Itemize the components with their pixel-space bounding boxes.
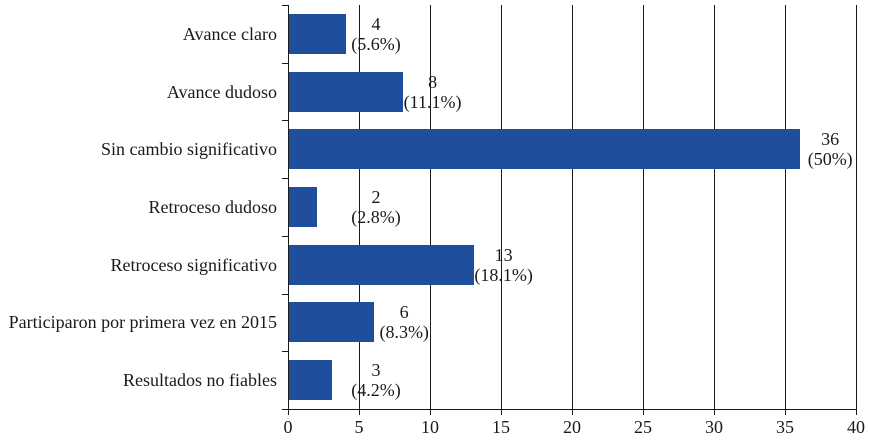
bar-count: 3 (371, 360, 381, 381)
y-tick (282, 178, 288, 180)
bar-count: 13 (494, 244, 513, 265)
bar-value-label: 2 (2.8%) (351, 187, 400, 227)
x-axis-line (282, 409, 856, 410)
bar (289, 71, 403, 112)
category-label: Participaron por primera vez en 2015 (8, 312, 277, 333)
gridline (572, 5, 573, 409)
category-label: Avance claro (182, 23, 277, 44)
bar-percent: (50%) (807, 149, 853, 170)
x-tick (856, 409, 857, 415)
gridline (359, 5, 360, 409)
gridline (714, 5, 715, 409)
bar (289, 244, 474, 285)
bar-percent: (4.2%) (351, 380, 401, 401)
gridline (856, 5, 857, 409)
bar (289, 360, 332, 401)
x-tick-label: 0 (283, 417, 293, 437)
x-tick (572, 409, 573, 415)
x-tick-label: 5 (354, 417, 364, 437)
x-tick-label: 10 (421, 417, 439, 437)
bar-percent: (5.6%) (351, 33, 401, 54)
y-tick (282, 120, 288, 122)
y-tick (282, 351, 288, 353)
bar-percent: (18.1%) (474, 264, 533, 285)
x-tick-label: 30 (705, 417, 723, 437)
bar-value-label: 13 (18.1%) (474, 245, 532, 285)
bar-value-label: 3 (4.2%) (351, 360, 400, 400)
y-axis-line (288, 5, 289, 409)
x-tick (785, 409, 786, 415)
bar (289, 129, 801, 170)
bar-percent: (11.1%) (403, 91, 462, 112)
bar-value-label: 36 (50%) (808, 129, 853, 169)
gridline (643, 5, 644, 409)
bar (289, 302, 375, 343)
category-label: Avance dudoso (166, 81, 277, 102)
y-tick (282, 293, 288, 295)
y-tick (282, 5, 288, 6)
gridline (430, 5, 431, 409)
x-tick (359, 409, 360, 415)
x-tick (643, 409, 644, 415)
gridline (785, 5, 786, 409)
y-tick (282, 62, 288, 64)
category-label: Resultados no fiables (123, 370, 277, 391)
bar-percent: (8.3%) (379, 322, 429, 343)
x-tick-label: 35 (776, 417, 794, 437)
bar (289, 187, 318, 227)
x-tick-label: 15 (492, 417, 510, 437)
x-tick-label: 20 (563, 417, 581, 437)
x-tick-label: 40 (847, 417, 865, 437)
bar-count: 36 (821, 129, 840, 150)
y-tick (282, 235, 288, 237)
gridline (501, 5, 502, 409)
x-tick (288, 409, 289, 415)
bar-count: 8 (428, 71, 438, 92)
bar-value-label: 6 (8.3%) (379, 302, 428, 342)
x-tick (714, 409, 715, 415)
category-label: Sin cambio significativo (101, 139, 277, 160)
category-label: Retroceso significativo (110, 254, 277, 275)
bar-value-label: 8 (11.1%) (404, 72, 462, 112)
bar-value-label: 4 (5.6%) (351, 14, 400, 54)
bar-percent: (2.8%) (351, 207, 401, 227)
x-tick-label: 25 (634, 417, 652, 437)
x-tick (430, 409, 431, 415)
x-tick (501, 409, 502, 415)
bar-count: 4 (371, 13, 381, 34)
category-label: Retroceso dudoso (148, 197, 277, 217)
bar-count: 6 (399, 302, 409, 323)
bar (289, 13, 346, 54)
bar-count: 2 (371, 187, 381, 207)
